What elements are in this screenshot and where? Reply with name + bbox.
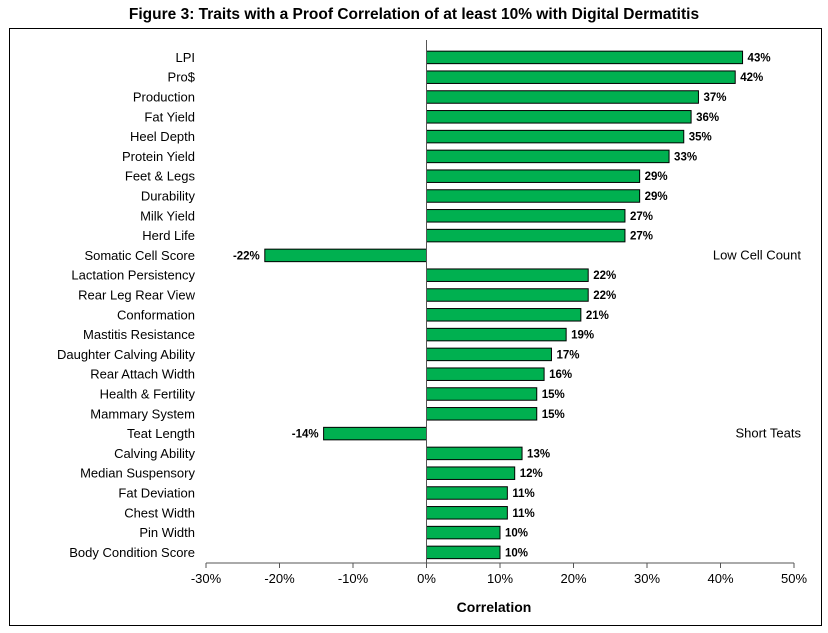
x-tick-label: 0% [417,571,436,586]
value-label: 29% [645,171,668,183]
category-label: LPI [175,50,195,65]
category-label: Daughter Calving Ability [57,347,196,362]
value-label: 27% [630,211,653,223]
category-label: Body Condition Score [69,545,195,560]
x-tick-label: 10% [487,571,513,586]
value-label: 22% [593,270,616,282]
value-label: 35% [689,132,712,144]
value-label: 15% [542,389,565,401]
bar [426,545,501,560]
category-label: Median Suspensory [80,466,195,481]
chart-frame [9,28,822,626]
category-label: Chest Width [124,505,195,520]
value-label: 36% [696,112,719,124]
value-label: 27% [630,231,653,243]
bar [323,426,428,441]
bar [426,70,736,84]
value-label: 11% [512,508,534,520]
value-label: 10% [505,528,528,540]
bar [426,189,641,203]
x-tick-label: 20% [560,571,586,586]
x-tick-label: -10% [338,571,369,586]
value-label: 17% [556,349,579,361]
bar [426,268,589,282]
category-label: Conformation [117,307,195,322]
category-label: Production [133,90,195,105]
category-label: Rear Leg Rear View [78,288,195,303]
category-label: Mastitis Resistance [83,327,195,342]
bar [426,308,582,322]
category-label: Teat Length [127,426,195,441]
category-label: Pin Width [139,525,195,540]
x-tick-label: 30% [634,571,660,586]
value-label: 37% [703,92,726,104]
bar [426,327,567,342]
value-label: 16% [549,369,572,381]
bar [426,466,516,480]
value-label: 42% [740,72,763,84]
x-tick-label: 40% [707,571,733,586]
annotation: Short Teats [735,426,801,441]
bar [426,90,699,104]
value-label: 12% [520,468,543,480]
category-label: Calving Ability [114,446,195,461]
bar [426,209,626,223]
category-label: Milk Yield [140,208,195,223]
category-label: Feet & Legs [125,169,196,184]
bar [426,228,626,243]
annotation: Low Cell Count [713,247,802,262]
bar [426,288,589,302]
category-label: Fat Yield [144,109,195,124]
bar [426,347,552,362]
bars-layer [264,50,744,560]
x-tick-label: -20% [264,571,295,586]
value-label: 10% [505,547,528,559]
value-label: -14% [292,429,319,441]
value-label: 19% [571,330,594,342]
bar [426,486,508,500]
bar [426,110,692,124]
labels-layer: LPI 43% Pro$ 42% Production 37% Fat Yield 36% He… [57,50,807,586]
bar [426,149,670,164]
x-tick-label: 50% [781,571,807,586]
category-label: Somatic Cell Score [84,248,195,263]
category-label: Fat Deviation [118,486,195,501]
category-label: Pro$ [168,70,196,85]
chart-title: Figure 3: Traits with a Proof Correlatio… [128,6,700,23]
bar [426,407,538,421]
value-label: 13% [527,448,550,460]
category-label: Durability [141,189,196,204]
bar [426,50,744,65]
bar [426,169,641,183]
value-label: 11% [512,488,534,500]
value-label: 21% [586,310,609,322]
bar [426,506,508,520]
bar [264,248,427,263]
bar [426,446,523,461]
category-label: Lactation Persistency [71,268,195,283]
bar [426,367,545,381]
value-label: 22% [593,290,616,302]
value-label: -22% [233,250,260,262]
axis-layer [205,40,795,568]
value-label: 29% [645,191,668,203]
category-label: Mammary System [90,406,195,421]
category-label: Health & Fertility [100,387,196,402]
category-label: Heel Depth [130,129,195,144]
bar [426,525,501,540]
bar [426,387,538,401]
category-label: Herd Life [142,228,195,243]
x-tick-label: -30% [191,571,222,586]
bar [426,129,685,144]
category-label: Rear Attach Width [90,367,195,382]
value-label: 43% [748,52,771,64]
x-axis-label: Correlation [457,599,532,615]
category-label: Protein Yield [122,149,195,164]
value-label: 15% [542,409,565,421]
value-label: 33% [674,151,697,163]
